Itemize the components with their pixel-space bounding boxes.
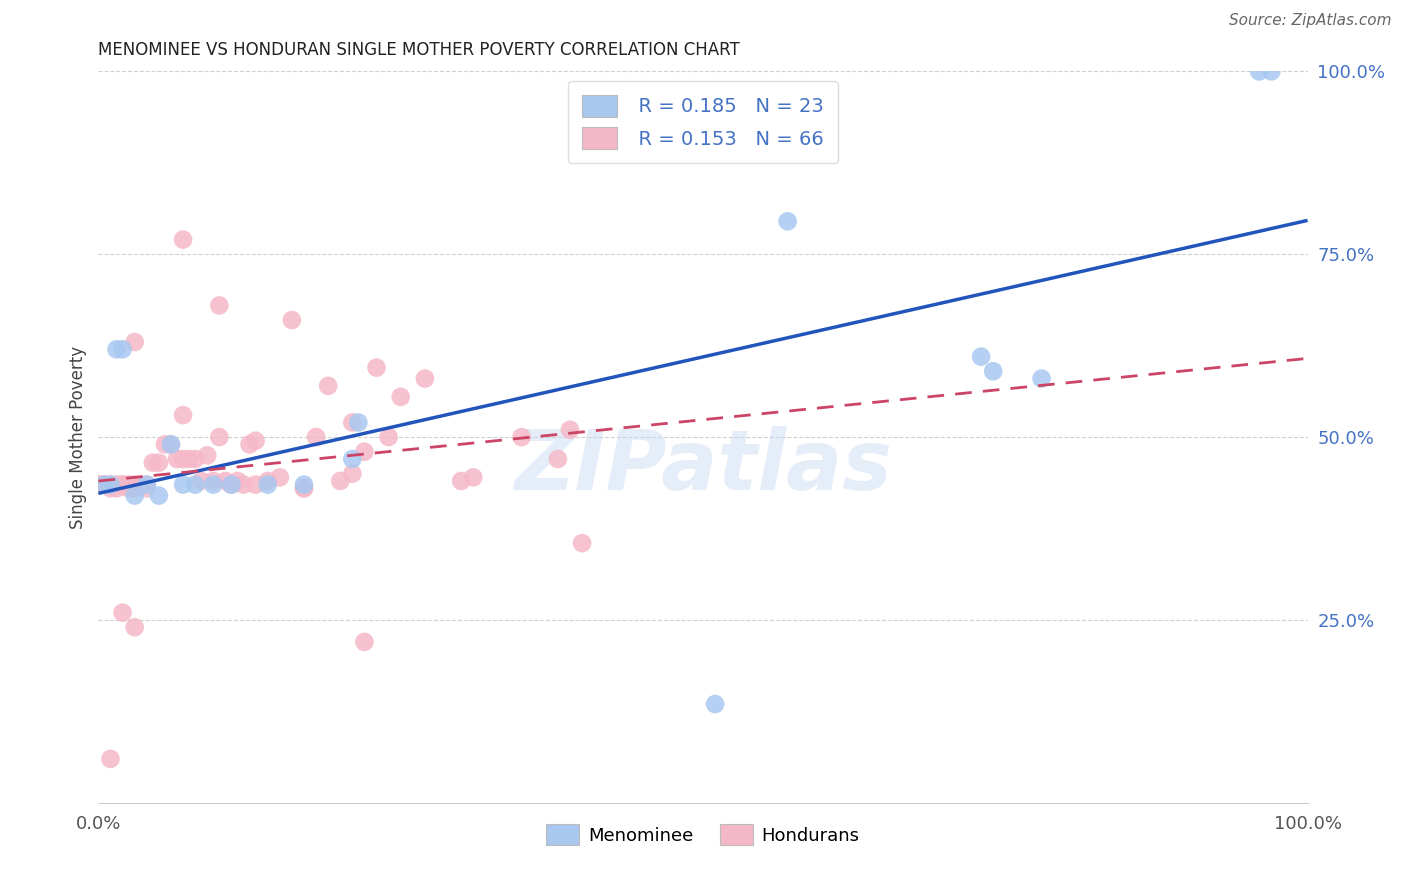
Point: [153, 437, 176, 451]
Legend: Menominee, Hondurans: Menominee, Hondurans: [538, 817, 868, 852]
Point: [160, 437, 183, 451]
Point: [342, 416, 364, 430]
Point: [202, 474, 225, 488]
Point: [208, 298, 231, 312]
Point: [124, 334, 146, 349]
Point: [776, 214, 799, 228]
Point: [124, 620, 146, 634]
Text: Source: ZipAtlas.com: Source: ZipAtlas.com: [1229, 13, 1392, 29]
Point: [342, 452, 364, 467]
Point: [118, 481, 141, 495]
Text: MENOMINEE VS HONDURAN SINGLE MOTHER POVERTY CORRELATION CHART: MENOMINEE VS HONDURAN SINGLE MOTHER POVE…: [98, 41, 740, 59]
Point: [135, 481, 157, 495]
Point: [245, 434, 267, 448]
Point: [1031, 371, 1053, 385]
Point: [281, 313, 304, 327]
Y-axis label: Single Mother Poverty: Single Mother Poverty: [69, 345, 87, 529]
Point: [124, 489, 146, 503]
Point: [413, 371, 436, 385]
Point: [245, 477, 267, 491]
Point: [232, 477, 254, 491]
Point: [118, 477, 141, 491]
Point: [100, 481, 122, 495]
Point: [160, 437, 183, 451]
Point: [202, 477, 225, 491]
Point: [105, 481, 128, 495]
Point: [87, 477, 110, 491]
Point: [166, 452, 188, 467]
Point: [316, 379, 339, 393]
Point: [129, 477, 152, 491]
Point: [135, 477, 157, 491]
Point: [148, 456, 170, 470]
Point: [214, 474, 236, 488]
Point: [93, 477, 115, 491]
Point: [111, 477, 134, 491]
Point: [292, 481, 315, 495]
Point: [142, 456, 165, 470]
Point: [87, 477, 110, 491]
Point: [172, 452, 194, 467]
Point: [124, 477, 146, 491]
Point: [389, 390, 412, 404]
Point: [195, 448, 218, 462]
Point: [100, 752, 122, 766]
Point: [1260, 64, 1282, 78]
Point: [256, 474, 278, 488]
Point: [190, 474, 212, 488]
Point: [221, 477, 243, 491]
Point: [377, 430, 399, 444]
Point: [184, 477, 207, 491]
Point: [111, 343, 134, 357]
Point: [366, 360, 388, 375]
Point: [292, 477, 315, 491]
Point: [329, 474, 352, 488]
Point: [547, 452, 569, 467]
Point: [172, 408, 194, 422]
Point: [269, 470, 291, 484]
Point: [100, 477, 122, 491]
Point: [221, 477, 243, 491]
Point: [208, 430, 231, 444]
Point: [179, 452, 201, 467]
Point: [1249, 64, 1271, 78]
Point: [353, 444, 375, 458]
Text: ZIPatlas: ZIPatlas: [515, 425, 891, 507]
Point: [100, 477, 122, 491]
Point: [87, 477, 110, 491]
Point: [111, 477, 134, 491]
Point: [226, 474, 249, 488]
Point: [510, 430, 533, 444]
Point: [256, 477, 278, 491]
Point: [970, 350, 993, 364]
Point: [111, 606, 134, 620]
Point: [148, 489, 170, 503]
Point: [105, 343, 128, 357]
Point: [292, 481, 315, 495]
Point: [93, 477, 115, 491]
Point: [305, 430, 328, 444]
Point: [184, 452, 207, 467]
Point: [353, 635, 375, 649]
Point: [93, 477, 115, 491]
Point: [105, 477, 128, 491]
Point: [463, 470, 485, 484]
Point: [704, 697, 727, 711]
Point: [558, 423, 581, 437]
Point: [450, 474, 472, 488]
Point: [981, 364, 1004, 378]
Point: [239, 437, 262, 451]
Point: [124, 481, 146, 495]
Point: [135, 477, 157, 491]
Point: [571, 536, 593, 550]
Point: [172, 233, 194, 247]
Point: [347, 416, 370, 430]
Point: [172, 477, 194, 491]
Point: [342, 467, 364, 481]
